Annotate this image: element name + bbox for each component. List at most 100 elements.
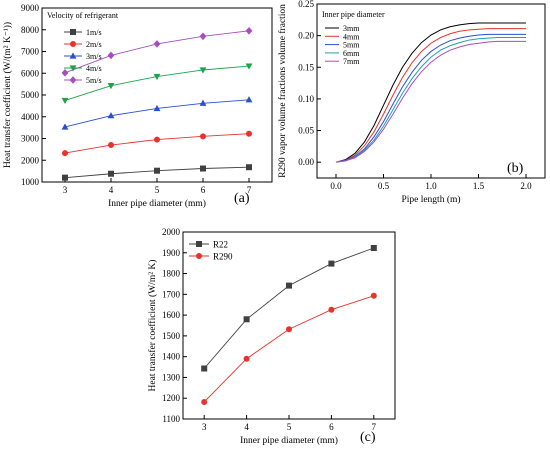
series-line-3mm (335, 22, 526, 163)
legend-label-3mm: 3mm (343, 24, 360, 33)
chart-panel-a: 3 4 5 6 7 1000 2000 3000 4000 5000 6000 7000 8000 900… (2, 3, 273, 209)
x-axis-label: Inner pipe diameter (mm) (108, 198, 206, 209)
y-tick-label: 4000 (21, 112, 40, 122)
data-point-4m/s (153, 73, 161, 81)
series-line-R22 (203, 247, 374, 369)
data-point-3m/s (199, 99, 207, 106)
data-point-2m/s (108, 142, 114, 149)
legend-label-3m/s: 3m/s (86, 52, 102, 61)
y-tick-label: 6000 (21, 68, 40, 78)
y-tick-label: 1100 (162, 414, 180, 424)
legend-marker-4m/s (69, 65, 77, 72)
data-point-4m/s (61, 97, 69, 105)
legend-label-4m/s: 4m/s (86, 64, 102, 73)
legend-label-1m/s: 1m/s (86, 28, 102, 37)
data-point-R290 (243, 355, 250, 362)
series-line-3m/s (64, 99, 250, 128)
y-tick-label: 0.05 (298, 126, 314, 136)
series-line-7mm (335, 40, 526, 163)
x-tick-label: 2.0 (520, 181, 532, 191)
data-point-1m/s (200, 165, 206, 172)
y-tick-label: 1500 (162, 331, 181, 341)
data-point-5m/s (245, 27, 253, 35)
x-tick-label: 6 (201, 185, 206, 195)
y-tick-label: 2000 (21, 155, 40, 165)
data-point-3m/s (153, 104, 161, 112)
data-point-5m/s (199, 32, 207, 41)
y-tick-label: 9000 (21, 3, 40, 13)
y-tick-label: 1600 (162, 310, 181, 320)
x-tick-label: 0.0 (330, 181, 342, 191)
panel-label: (b) (507, 161, 524, 176)
data-point-R22 (286, 282, 292, 289)
data-point-2m/s (200, 133, 206, 140)
x-tick-label: 7 (247, 185, 252, 195)
legend-marker-5m/s (69, 76, 77, 84)
data-point-5m/s (153, 40, 161, 48)
x-tick-label: 4 (244, 422, 249, 432)
x-tick-label: 0.5 (378, 181, 390, 191)
panel-label: (a) (234, 191, 250, 206)
data-point-3m/s (245, 96, 253, 103)
data-point-R290 (201, 398, 208, 405)
panel-label: (c) (360, 430, 376, 445)
y-tick-label: 0.20 (298, 31, 314, 41)
x-tick-label: 7 (372, 422, 377, 432)
y-tick-label: 1000 (21, 177, 40, 187)
legend-marker-R22 (196, 241, 202, 247)
data-point-4m/s (199, 67, 207, 74)
data-point-2m/s (154, 136, 160, 143)
y-tick-label: 1400 (162, 352, 181, 362)
legend-title: Inner pipe diameter (322, 10, 385, 19)
y-tick-label: 1800 (162, 269, 181, 279)
y-axis-label: R290 vapor volume fractions volume fract… (277, 4, 288, 178)
y-tick-label: 3000 (21, 134, 40, 144)
data-point-4m/s (107, 83, 115, 90)
data-point-1m/s (62, 174, 68, 181)
data-point-1m/s (246, 164, 252, 171)
chart-panel-b: 0.0 0.5 1.0 1.5 2.0 0.00 0.05 0.10 0.15 0.20 0.25 P… (277, 0, 546, 205)
y-tick-label: 0.10 (298, 94, 314, 104)
x-tick-label: 3 (63, 185, 68, 195)
data-point-5m/s (107, 51, 115, 60)
data-point-4m/s (245, 63, 253, 70)
x-axis-label: Pipe length (m) (401, 194, 460, 205)
legend-label-R22: R22 (213, 240, 228, 250)
plot-frame (41, 7, 273, 183)
y-tick-label: 1200 (162, 393, 181, 403)
series-line-5mm (335, 33, 526, 163)
y-tick-label: 1900 (162, 248, 181, 258)
x-tick-label: 3 (202, 422, 207, 432)
data-point-R22 (328, 260, 335, 267)
data-point-5m/s (61, 69, 69, 77)
x-tick-label: 6 (329, 422, 334, 432)
chart-panel-c: 3 4 5 6 7 1100 1200 1300 1400 1500 1600 1700 1800 190… (147, 227, 396, 446)
y-tick-label: 0.25 (298, 0, 314, 9)
data-point-R22 (201, 365, 208, 372)
y-axis-label: Heat transfer coefficient (W/m² K) (147, 260, 158, 392)
data-point-R290 (286, 326, 292, 333)
data-point-2m/s (62, 150, 68, 157)
y-tick-label: 2000 (162, 227, 181, 237)
y-tick-label: 5000 (21, 90, 40, 100)
y-tick-label: 1700 (162, 289, 181, 299)
legend-marker-2m/s (70, 41, 76, 47)
y-tick-label: 0.15 (298, 62, 314, 72)
legend-marker-1m/s (70, 29, 76, 35)
series-line-R290 (203, 295, 374, 403)
legend-label-5m/s: 5m/s (86, 76, 102, 85)
x-tick-label: 5 (155, 185, 160, 195)
legend-label-2m/s: 2m/s (86, 40, 102, 49)
x-tick-label: 5 (287, 422, 292, 432)
data-point-1m/s (108, 170, 114, 177)
legend-label-5mm: 5mm (343, 41, 360, 50)
x-tick-label: 4 (109, 185, 114, 195)
legend-label-7mm: 7mm (343, 57, 360, 66)
data-point-3m/s (61, 123, 69, 130)
x-tick-label: 1.5 (473, 181, 485, 191)
data-point-3m/s (107, 112, 115, 119)
data-point-2m/s (246, 130, 252, 137)
y-tick-label: 0.00 (298, 157, 314, 167)
series-line-4mm (335, 28, 526, 163)
